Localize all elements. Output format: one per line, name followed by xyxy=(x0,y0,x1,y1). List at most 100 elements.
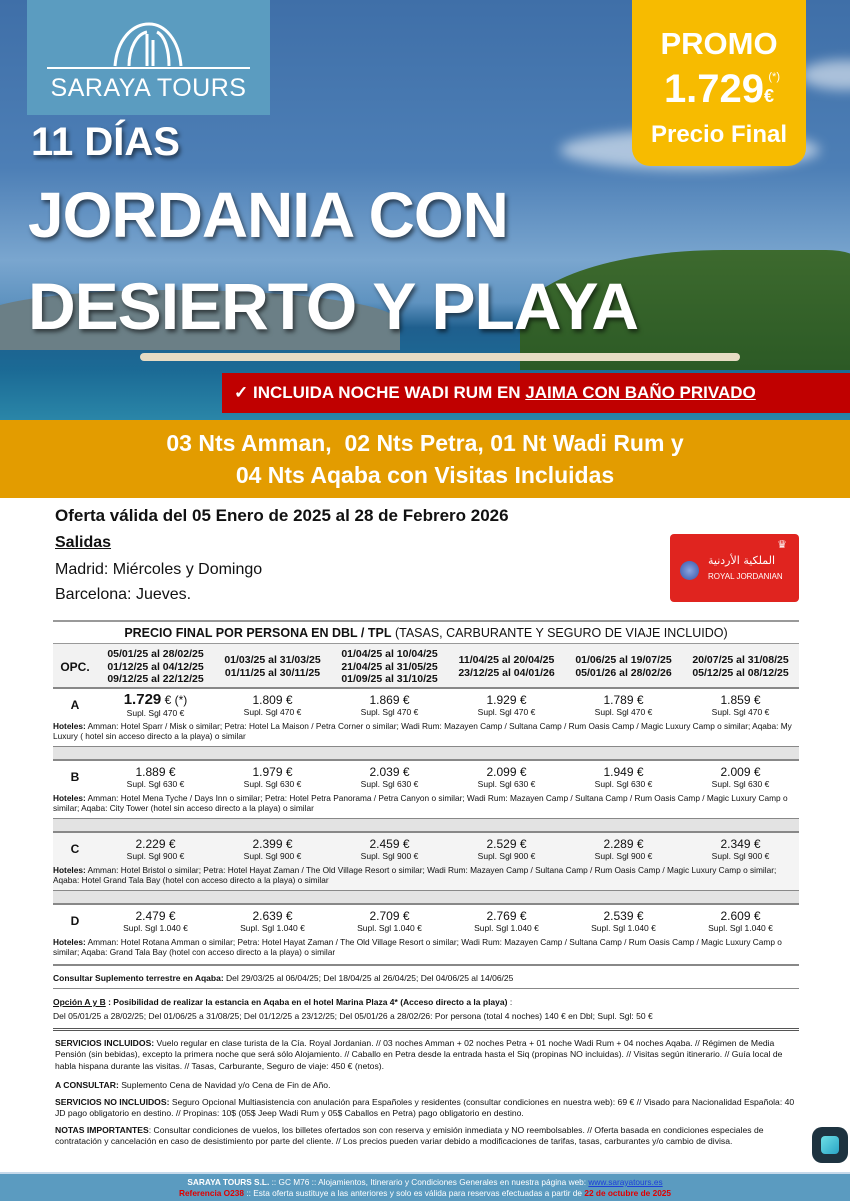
single-supplement: Supl. Sgl 630 € xyxy=(711,778,770,789)
price: 1.869 € xyxy=(369,692,410,707)
title-line2: DESIERTO Y PLAYA xyxy=(28,269,639,343)
royal-jordanian-logo: ♛ الملكية الأردنية ROYAL JORDANIAN xyxy=(670,534,799,602)
crown-icon: ♛ xyxy=(777,539,787,551)
price: 2.609 € xyxy=(720,908,761,923)
season-column-header: 01/06/25 al 19/07/25 05/01/26 al 28/02/26 xyxy=(565,654,682,679)
footer: SARAYA TOURS S.L. :: GC M76 :: Alojamien… xyxy=(0,1172,850,1201)
table-row: B 1.889 € Supl. Sgl 630 €1.979 € Supl. Sgl … xyxy=(53,761,799,792)
to-consult: A CONSULTAR: Suplemento Cena de Navidad … xyxy=(55,1080,331,1090)
price-cell: 2.459 € Supl. Sgl 900 € xyxy=(331,837,448,861)
single-supplement: Supl. Sgl 470 € xyxy=(243,706,302,717)
price-cell: 1.949 € Supl. Sgl 630 € xyxy=(565,765,682,789)
single-supplement: Supl. Sgl 900 € xyxy=(594,850,653,861)
season-range: 21/04/25 al 31/05/25 xyxy=(341,660,438,673)
pharaoh-head-logo-icon xyxy=(113,22,183,67)
banner-text: INCLUIDA NOCHE WADI RUM EN xyxy=(252,383,526,402)
price: 2.289 € xyxy=(603,836,644,851)
check-icon: ✓ xyxy=(234,383,249,402)
price: 1.929 € xyxy=(486,692,527,707)
departures-madrid: Madrid: Miércoles y Domingo xyxy=(55,561,263,578)
price: 1.789 € xyxy=(603,692,644,707)
website-link[interactable]: www.sarayatours.es xyxy=(588,1177,663,1187)
season-range: 01/03/25 al 31/03/25 xyxy=(224,654,321,667)
single-supplement: Supl. Sgl 1.040 € xyxy=(474,922,539,933)
price: 2.099 € xyxy=(486,764,527,779)
option-label: D xyxy=(70,913,80,928)
season-range: 09/12/25 al 22/12/25 xyxy=(107,673,204,685)
chat-icon xyxy=(821,1136,839,1154)
season-column-header: 01/03/25 al 31/03/25 01/11/25 al 30/11/25 xyxy=(214,654,331,679)
nights-band: 03 Nts Amman, 02 Nts Petra, 01 Nt Wadi R… xyxy=(0,420,850,498)
saraya-tours-logo[interactable]: SARAYA TOURS xyxy=(27,0,270,115)
price: 2.709 € xyxy=(369,908,410,923)
single-supplement: Supl. Sgl 900 € xyxy=(243,850,302,861)
price-cell: 1.869 € Supl. Sgl 470 € xyxy=(331,693,448,717)
hotels-row: Hoteles: Amman: Hotel Bristol o similar;… xyxy=(53,864,799,890)
single-supplement: Supl. Sgl 470 € xyxy=(126,708,185,718)
promo-asterisk: (*) xyxy=(768,71,780,83)
price-cell: 2.039 € Supl. Sgl 630 € xyxy=(331,765,448,789)
hotels-row: Hoteles: Amman: Hotel Rotana Amman o sim… xyxy=(53,937,782,957)
price: 1.859 € xyxy=(720,692,761,707)
departures-title: Salidas xyxy=(55,534,112,551)
row-separator xyxy=(53,890,799,905)
price-cell: 1.859 € Supl. Sgl 470 € xyxy=(682,693,799,717)
season-range: 01/12/25 al 04/12/25 xyxy=(107,660,204,673)
table-row: A 1.729 € (*) Supl. Sgl 470 €1.809 € Supl. … xyxy=(53,689,799,720)
option-label: B xyxy=(70,769,80,784)
price-table: PRECIO FINAL POR PERSONA EN DBL / TPL (T… xyxy=(53,620,799,1031)
price: 1.889 € xyxy=(135,764,176,779)
hotels-row: Hoteles: Amman: Hotel Mena Tyche / Days … xyxy=(53,793,788,813)
single-supplement: Supl. Sgl 1.040 € xyxy=(708,922,773,933)
season-range: 20/07/25 al 31/08/25 xyxy=(692,654,789,667)
option-label: A xyxy=(70,697,80,712)
season-range: 01/04/25 al 10/04/25 xyxy=(341,648,438,660)
hotels-row: Hoteles: Amman: Hotel Sparr / Misk o sim… xyxy=(53,721,792,741)
single-supplement: Supl. Sgl 1.040 € xyxy=(240,922,305,933)
price: 1.809 € xyxy=(252,692,293,707)
price: 1.949 € xyxy=(603,764,644,779)
price-cell: 2.229 € Supl. Sgl 900 € xyxy=(97,837,214,861)
chat-widget-button[interactable] xyxy=(812,1127,848,1163)
row-separator xyxy=(53,746,799,761)
price-cell: 2.709 € Supl. Sgl 1.040 € xyxy=(331,909,448,933)
offer-validity: Oferta válida del 05 Enero de 2025 al 28… xyxy=(55,506,509,525)
table-row: C 2.229 € Supl. Sgl 900 €2.399 € Supl. Sgl … xyxy=(53,833,799,864)
promo-subtitle: Precio Final xyxy=(650,121,788,148)
promo-badge: PROMO 1.729€ (*) Precio Final xyxy=(632,0,806,166)
single-supplement: Supl. Sgl 630 € xyxy=(126,778,185,789)
price: 1.729 xyxy=(123,691,162,708)
row-separator xyxy=(53,818,799,833)
single-supplement: Supl. Sgl 900 € xyxy=(711,850,770,861)
price: 2.229 € xyxy=(135,836,176,851)
price: 2.479 € xyxy=(135,908,176,923)
single-supplement: Supl. Sgl 630 € xyxy=(477,778,536,789)
season-range: 01/06/25 al 19/07/25 xyxy=(575,654,672,667)
services-not-included: SERVICIOS NO INCLUIDOS: Seguro Opcional … xyxy=(55,1097,795,1119)
price-cell: 2.289 € Supl. Sgl 900 € xyxy=(565,837,682,861)
table-row: D 2.479 € Supl. Sgl 1.040 €2.639 € Supl. Sg… xyxy=(53,905,799,936)
price: 1.979 € xyxy=(252,764,293,779)
price: 2.039 € xyxy=(369,764,410,779)
brand-name: SARAYA TOURS xyxy=(50,74,247,102)
title-line1: JORDANIA CON xyxy=(28,179,509,251)
single-supplement: Supl. Sgl 470 € xyxy=(594,706,653,717)
price-cell: 2.639 € Supl. Sgl 1.040 € xyxy=(214,909,331,933)
opc-header: OPC. xyxy=(60,659,90,674)
price-cell: 1.809 € Supl. Sgl 470 € xyxy=(214,693,331,717)
season-column-header: 05/01/25 al 28/02/25 01/12/25 al 04/12/25… xyxy=(97,648,214,686)
price-cell: 1.929 € Supl. Sgl 470 € xyxy=(448,693,565,717)
price-cell: 1.979 € Supl. Sgl 630 € xyxy=(214,765,331,789)
price-cell: 2.539 € Supl. Sgl 1.040 € xyxy=(565,909,682,933)
wadi-rum-banner: ✓ INCLUIDA NOCHE WADI RUM EN JAIMA CON B… xyxy=(222,373,850,413)
price: 2.459 € xyxy=(369,836,410,851)
promo-currency: € xyxy=(764,86,775,106)
season-range: 23/12/25 al 04/01/26 xyxy=(458,666,555,679)
table-header: OPC. 05/01/25 al 28/02/25 01/12/25 al 04/… xyxy=(53,644,799,689)
aqaba-supplement-note: Consultar Suplemento terrestre en Aqaba:… xyxy=(53,966,799,989)
airline-arabic: الملكية الأردنية xyxy=(708,554,776,567)
single-supplement: Supl. Sgl 1.040 € xyxy=(357,922,422,933)
price-cell: 2.349 € Supl. Sgl 900 € xyxy=(682,837,799,861)
table-title: PRECIO FINAL POR PERSONA EN DBL / TPL (T… xyxy=(53,620,799,644)
season-range: 01/09/25 al 31/10/25 xyxy=(341,673,438,685)
